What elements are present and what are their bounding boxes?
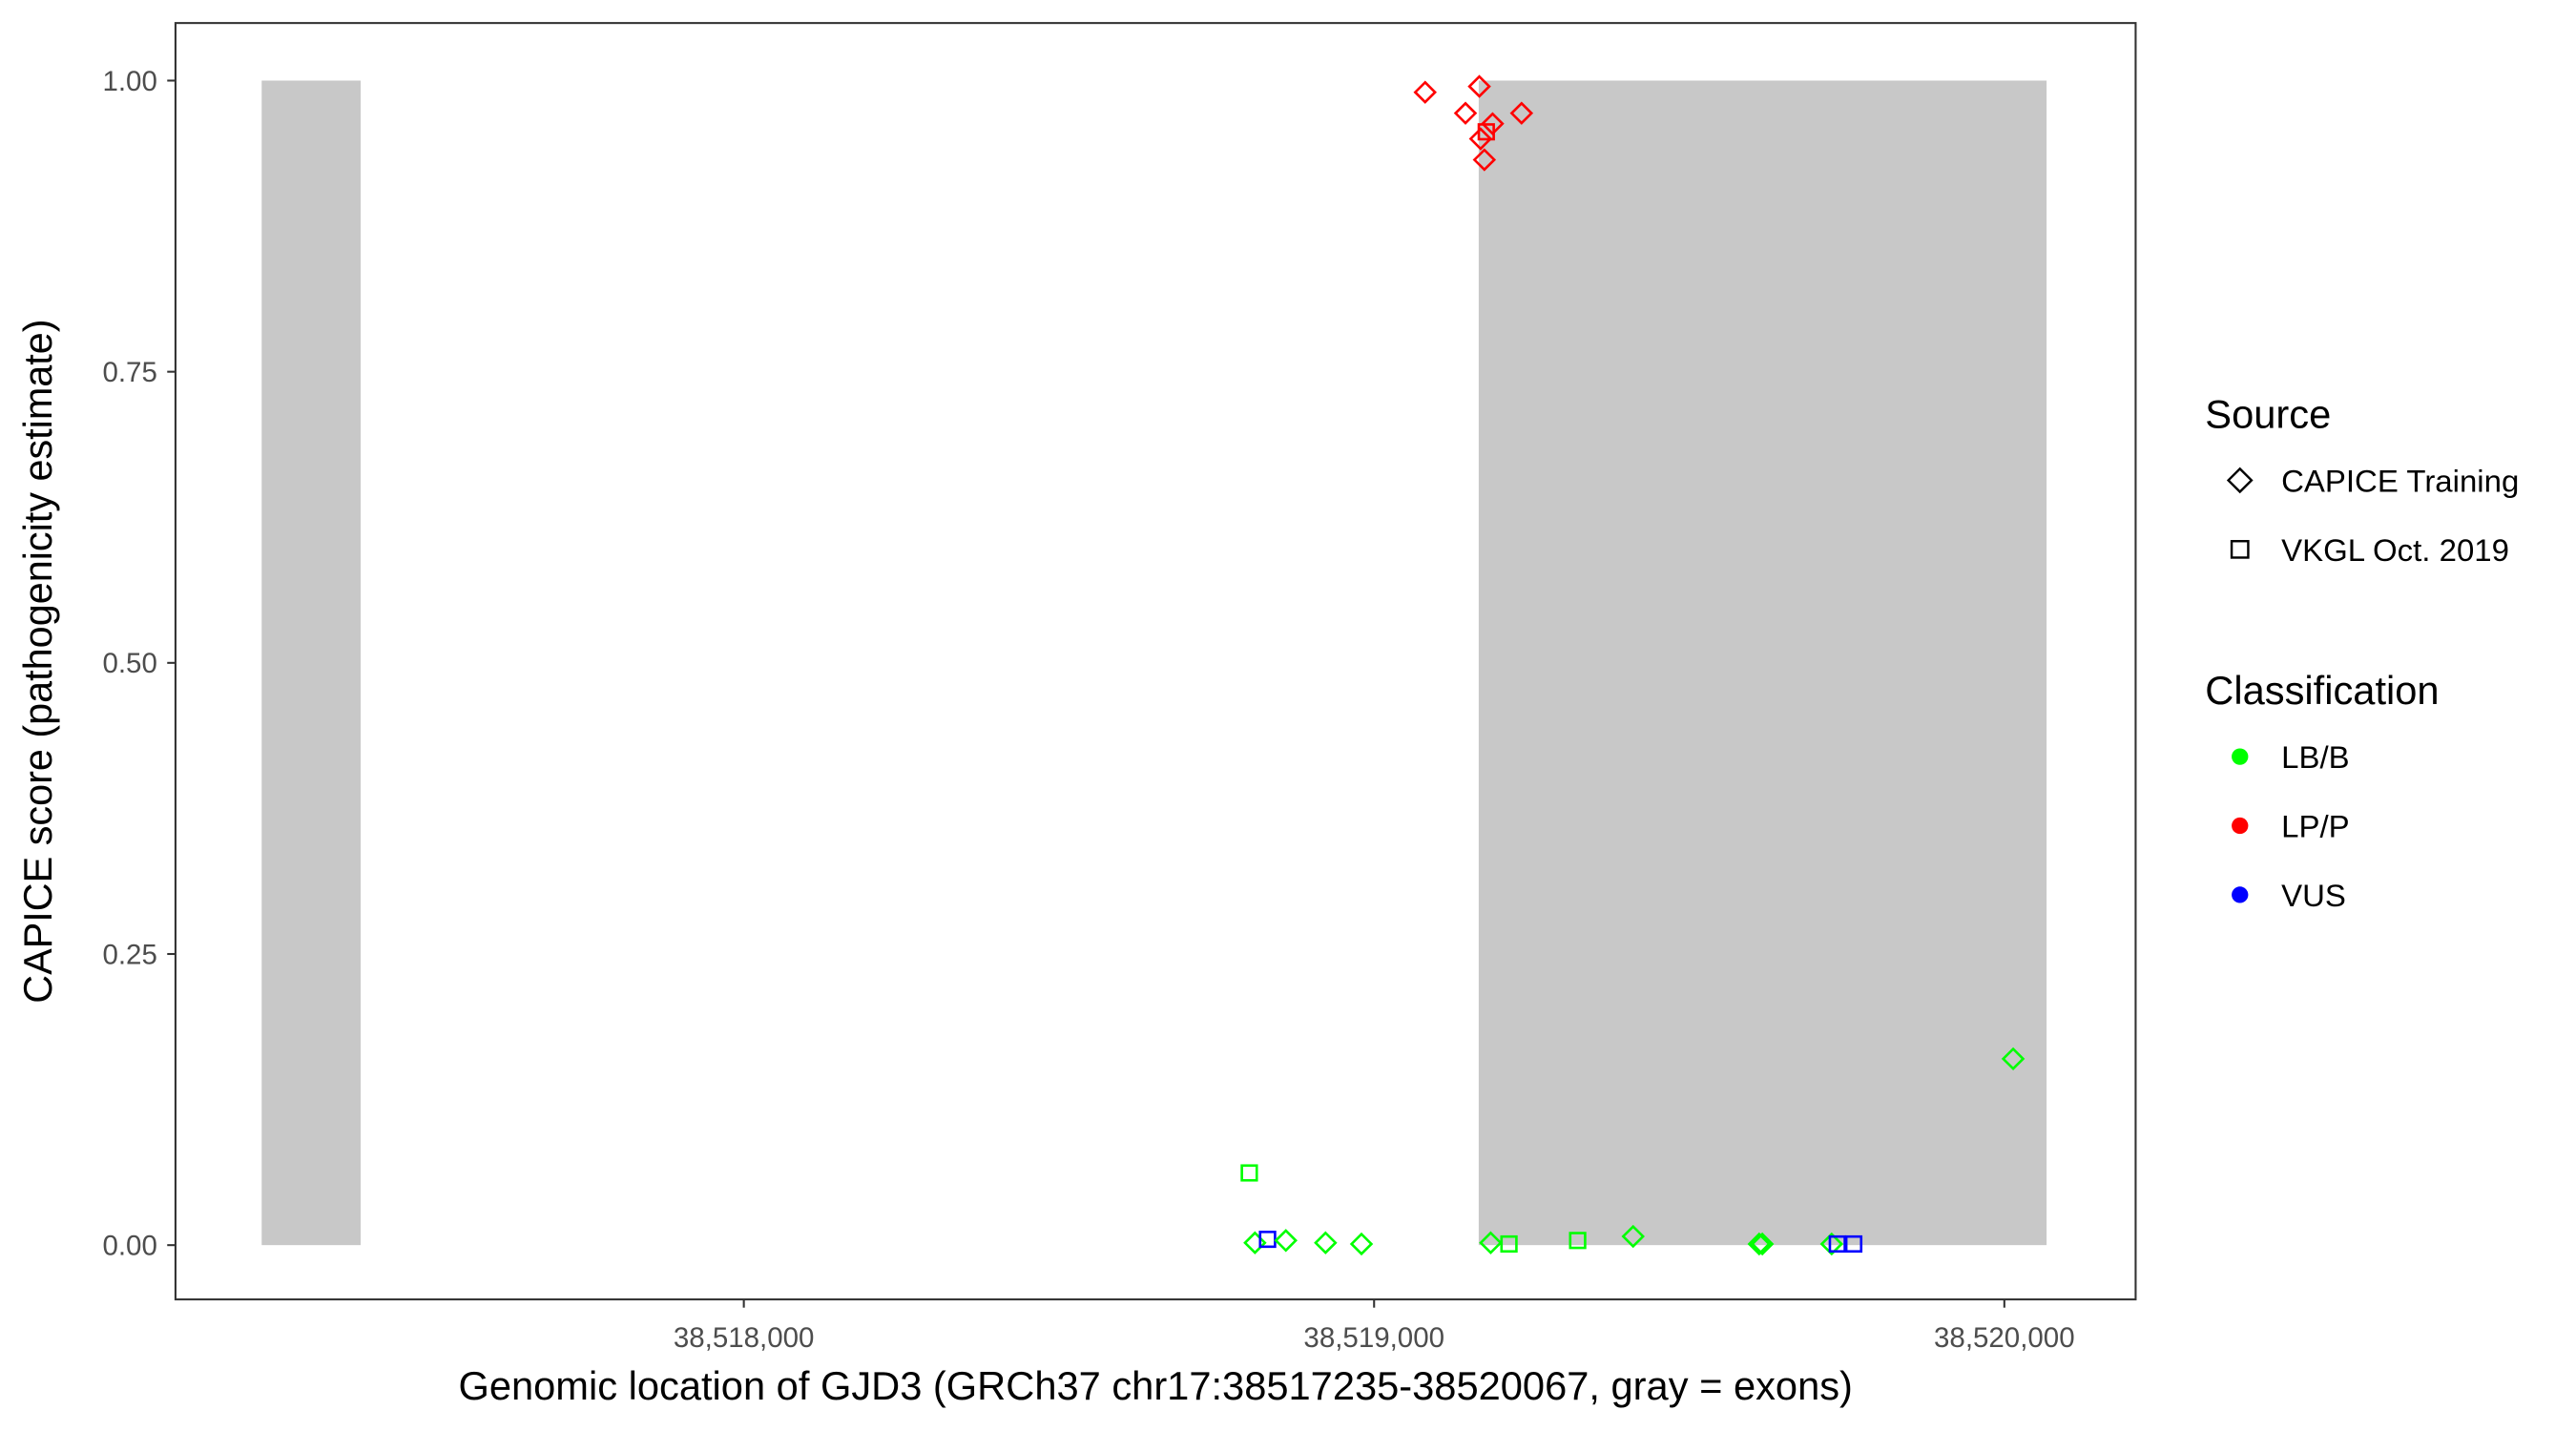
point-diamond bbox=[2001, 1047, 2025, 1071]
y-tick-label: 1.00 bbox=[102, 66, 156, 97]
point-diamond bbox=[1349, 1232, 1374, 1256]
y-tick-label: 0.00 bbox=[102, 1231, 156, 1262]
exon-rect bbox=[261, 80, 361, 1246]
point-square bbox=[1477, 123, 1495, 141]
point-diamond bbox=[1819, 1232, 1844, 1256]
x-axis-title: Genomic location of GJD3 (GRCh37 chr17:3… bbox=[458, 1363, 1852, 1408]
point-diamond bbox=[1747, 1232, 1772, 1256]
point-square bbox=[1568, 1232, 1587, 1250]
x-axis: 38,518,000 38,519,000 38,520,000 bbox=[674, 1299, 2075, 1354]
exon-regions bbox=[261, 80, 2047, 1246]
point-diamond bbox=[1243, 1231, 1267, 1255]
legend-square-icon bbox=[2230, 540, 2250, 559]
legend-item-lbb: LB/B bbox=[2281, 739, 2349, 775]
y-axis-title: CAPICE score (pathogenicity estimate) bbox=[15, 319, 60, 1003]
y-tick-label: 0.25 bbox=[102, 939, 156, 970]
legend: Source CAPICE Training VKGL Oct. 2019 Cl… bbox=[2205, 391, 2519, 913]
point-square bbox=[1500, 1234, 1518, 1254]
legend-item-vkgl: VKGL Oct. 2019 bbox=[2281, 532, 2509, 568]
y-axis: 0.00 0.25 0.50 0.75 1.00 bbox=[102, 66, 176, 1262]
point-diamond bbox=[1468, 127, 1493, 151]
data-points bbox=[1240, 74, 2025, 1256]
legend-item-lpp: LP/P bbox=[2281, 809, 2349, 844]
legend-title-source: Source bbox=[2205, 391, 2331, 436]
point-square bbox=[1258, 1231, 1277, 1249]
legend-dot-lbb bbox=[2232, 748, 2249, 765]
x-tick-label: 38,518,000 bbox=[674, 1322, 815, 1354]
plot-panel-border bbox=[174, 22, 2137, 1301]
legend-dot-lpp bbox=[2232, 817, 2249, 835]
x-tick-label: 38,520,000 bbox=[1934, 1322, 2075, 1354]
point-square bbox=[1240, 1164, 1258, 1182]
legend-item-capice-training: CAPICE Training bbox=[2281, 464, 2519, 499]
legend-dot-vus bbox=[2232, 886, 2249, 903]
exon-rect bbox=[1478, 80, 2047, 1246]
point-diamond bbox=[1750, 1232, 1775, 1256]
point-diamond bbox=[1467, 74, 1491, 98]
y-tick-label: 0.50 bbox=[102, 648, 156, 679]
point-square bbox=[1828, 1234, 1846, 1254]
y-tick-label: 0.75 bbox=[102, 357, 156, 388]
point-diamond bbox=[1479, 1231, 1503, 1255]
point-diamond bbox=[1509, 101, 1534, 125]
legend-title-classification: Classification bbox=[2205, 668, 2439, 713]
point-diamond bbox=[1453, 101, 1478, 125]
legend-item-vus: VUS bbox=[2281, 878, 2346, 913]
point-square bbox=[1844, 1234, 1863, 1254]
point-diamond bbox=[1314, 1231, 1338, 1255]
point-diamond bbox=[1413, 80, 1437, 104]
point-diamond bbox=[1472, 148, 1497, 172]
point-diamond bbox=[1621, 1224, 1645, 1249]
point-diamond bbox=[1274, 1229, 1298, 1253]
legend-diamond-icon bbox=[2226, 467, 2254, 494]
x-tick-label: 38,519,000 bbox=[1303, 1322, 1444, 1354]
